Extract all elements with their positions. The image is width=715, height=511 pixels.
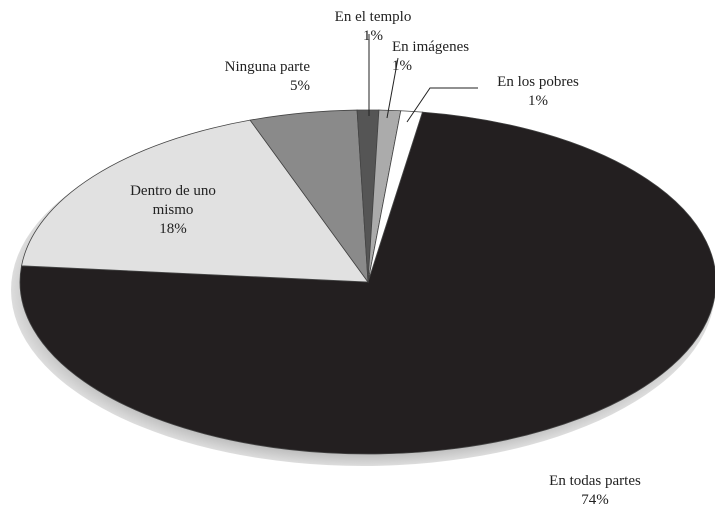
slice-name: Ninguna parte: [224, 59, 310, 75]
slice-name: Dentro de uno mismo: [130, 183, 216, 218]
slice-percent: 1%: [392, 58, 412, 74]
slice-percent: 1%: [528, 93, 548, 109]
slice-label: En imágenes 1%: [392, 38, 472, 76]
slice-label: En los pobres 1%: [488, 73, 588, 111]
slice-percent: 18%: [159, 221, 187, 237]
slice-percent: 5%: [290, 78, 310, 94]
slice-name: En los pobres: [497, 74, 579, 90]
slice-label: En el templo 1%: [328, 8, 418, 46]
slice-percent: 74%: [581, 492, 609, 508]
pie-slice: [21, 119, 369, 283]
slice-percent: 1%: [363, 28, 383, 44]
pie-slice: [367, 110, 423, 283]
leader-line: [386, 57, 399, 119]
leader-line: [406, 87, 478, 123]
pie-slice: [19, 111, 715, 455]
slice-name: En todas partes: [549, 473, 641, 489]
slice-name: En imágenes: [392, 39, 470, 55]
slice-label: Ninguna parte 5%: [190, 58, 310, 96]
slice-label: En todas partes 74%: [525, 472, 665, 510]
slice-name: En el templo: [334, 9, 412, 25]
slice-label: Dentro de uno mismo 18%: [118, 182, 228, 239]
